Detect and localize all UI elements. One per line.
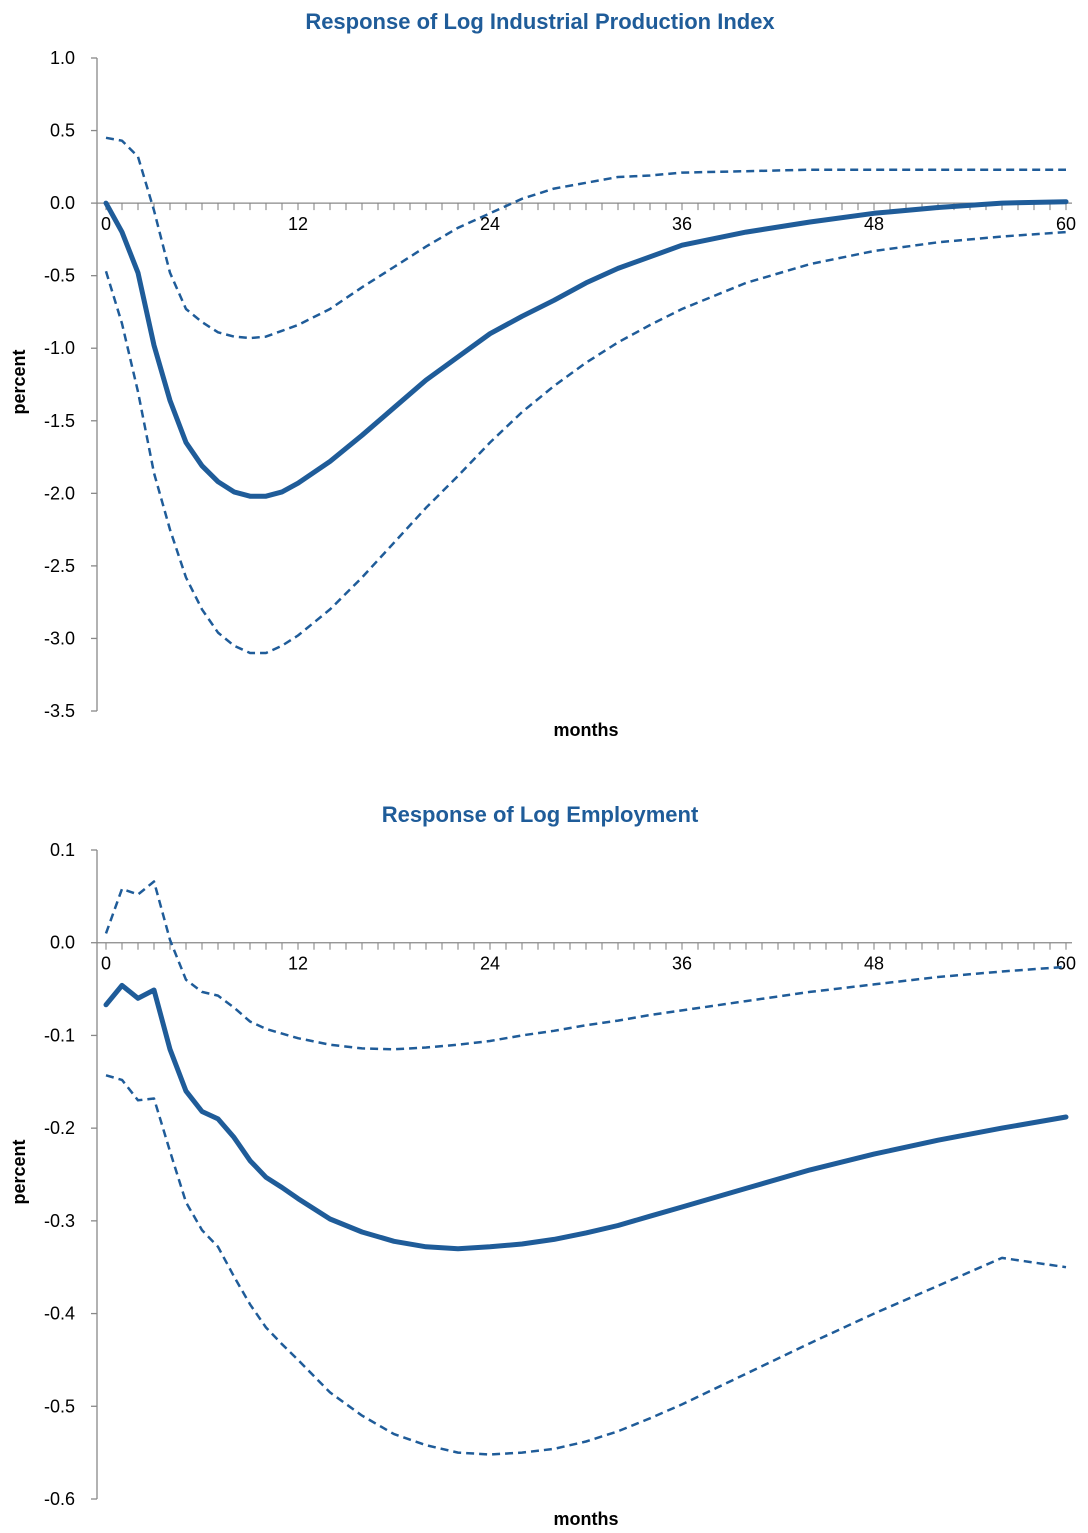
y-tick-label: -0.6 xyxy=(44,1489,75,1509)
ip-response-chart: Response of Log Industrial Production In… xyxy=(9,9,1076,740)
x-tick-label: 48 xyxy=(864,214,884,234)
x-tick-label: 60 xyxy=(1056,214,1076,234)
x-tick-label: 12 xyxy=(288,954,308,974)
y-tick-label: 0.0 xyxy=(50,933,75,953)
series-line-estimate xyxy=(103,199,1069,499)
y-tick-label: -3.0 xyxy=(44,628,75,648)
x-axis-label: months xyxy=(554,720,619,740)
series-line-band-2 xyxy=(105,1074,1067,1456)
chart-title: Response of Log Industrial Production In… xyxy=(305,9,775,34)
y-tick-label: 1.0 xyxy=(50,48,75,68)
employment-response-chart: Response of Log Employment percent month… xyxy=(9,802,1076,1529)
x-tick-label: 36 xyxy=(672,214,692,234)
chart-title: Response of Log Employment xyxy=(382,802,699,827)
y-tick-label: 0.5 xyxy=(50,121,75,141)
series-line-estimate xyxy=(103,982,1069,1252)
series-line-band-1 xyxy=(105,136,1066,340)
y-tick-label: -0.5 xyxy=(44,1396,75,1416)
y-tick-label: -0.5 xyxy=(44,266,75,286)
y-axis-label: percent xyxy=(9,349,29,414)
x-tick-label: 0 xyxy=(101,954,111,974)
y-tick-label: -1.5 xyxy=(44,411,75,431)
y-tick-label: 0.1 xyxy=(50,840,75,860)
x-tick-label: 60 xyxy=(1056,954,1076,974)
y-tick-label: -0.2 xyxy=(44,1118,75,1138)
y-tick-label: -3.5 xyxy=(44,701,75,721)
y-tick-label: -1.0 xyxy=(44,338,75,358)
y-axis-label: percent xyxy=(9,1139,29,1204)
series-line-band-1 xyxy=(104,880,1067,1051)
x-axis-label: months xyxy=(554,1509,619,1529)
y-tick-label: -0.1 xyxy=(44,1025,75,1045)
y-tick-label: -0.4 xyxy=(44,1304,75,1324)
y-tick-label: -2.5 xyxy=(44,556,75,576)
x-tick-label: 0 xyxy=(101,214,111,234)
y-tick-label: -0.3 xyxy=(44,1211,75,1231)
x-tick-label: 36 xyxy=(672,954,692,974)
x-tick-label: 24 xyxy=(480,954,500,974)
x-tick-label: 12 xyxy=(288,214,308,234)
y-tick-label: 0.0 xyxy=(50,193,75,213)
y-tick-label: -2.0 xyxy=(44,483,75,503)
x-tick-label: 24 xyxy=(480,214,500,234)
series-line-band-2 xyxy=(104,230,1067,655)
x-tick-label: 48 xyxy=(864,954,884,974)
